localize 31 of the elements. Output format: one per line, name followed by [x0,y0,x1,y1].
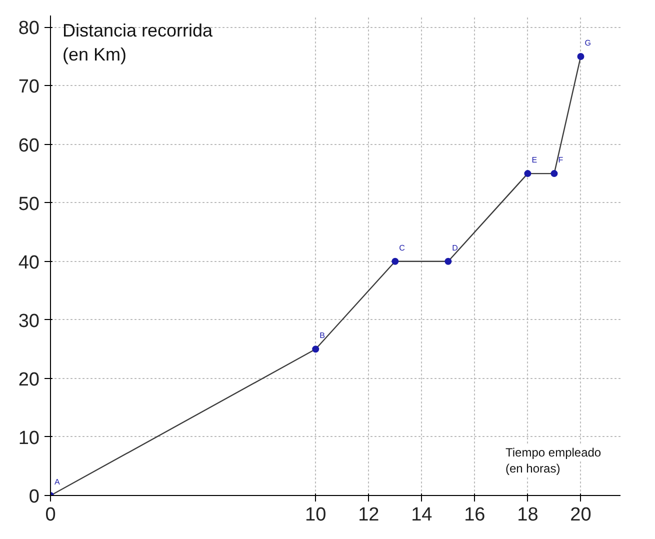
point [550,170,558,178]
x-tick-label: 12 [358,504,380,526]
x-axis-title: Tiempo empleado (en horas) [506,446,602,476]
point [577,52,584,60]
annotation: D [452,243,458,252]
annotation: E [532,156,538,165]
x-tick-label: 16 [464,504,486,526]
y-tick-label: 70 [18,76,40,98]
x-tick-label: 10 [305,504,326,526]
y-tick-label: 0 [28,486,40,508]
annotation: A [54,478,60,486]
point [392,258,399,265]
y-tick-label: 50 [18,194,40,215]
point [312,346,320,353]
y-tick-label: 20 [18,369,40,390]
y-tick-label: 60 [18,135,40,156]
x-tick-label: 20 [570,504,592,526]
y-tick-label: 30 [18,310,40,332]
annotation: G [584,38,591,48]
x-tick-label: 14 [411,504,433,526]
point [444,258,452,265]
annotation: F [558,156,564,165]
y-tick-label: 80 [18,18,40,40]
annotation: C [399,243,406,252]
point [524,170,532,178]
x-tick-label: 18 [517,504,538,526]
x-tick-label: 0 [45,504,56,526]
annotation: B [320,331,325,340]
y-tick-label: 40 [18,252,40,274]
y-axis-title: Distancia recorrida (en Km) [62,20,214,64]
y-tick-label: 10 [18,428,40,449]
